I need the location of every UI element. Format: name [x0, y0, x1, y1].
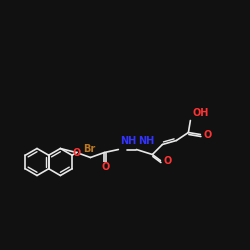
- Text: O: O: [72, 148, 80, 158]
- Text: O: O: [204, 130, 212, 140]
- Text: NH: NH: [138, 136, 155, 145]
- Text: Br: Br: [83, 144, 95, 154]
- Text: OH: OH: [192, 108, 209, 118]
- Text: NH: NH: [120, 136, 137, 145]
- Text: O: O: [101, 162, 110, 172]
- Text: O: O: [164, 156, 172, 166]
